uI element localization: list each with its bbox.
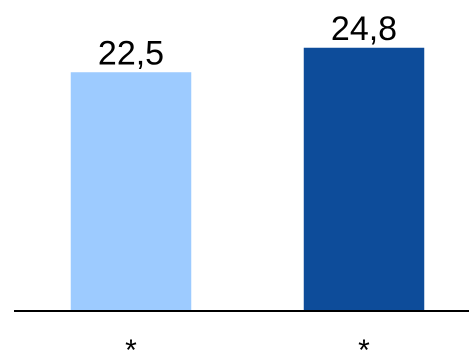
- category-label-2: *: [358, 334, 370, 351]
- category-labels: * *: [125, 334, 370, 351]
- category-label-1: *: [125, 334, 137, 351]
- value-label-1: 22,5: [98, 34, 164, 72]
- bar-1: [69, 70, 193, 312]
- bar-2: [302, 46, 426, 312]
- value-labels: 22,5 24,8: [98, 10, 397, 72]
- value-label-2: 24,8: [331, 10, 397, 48]
- bars: [69, 46, 426, 312]
